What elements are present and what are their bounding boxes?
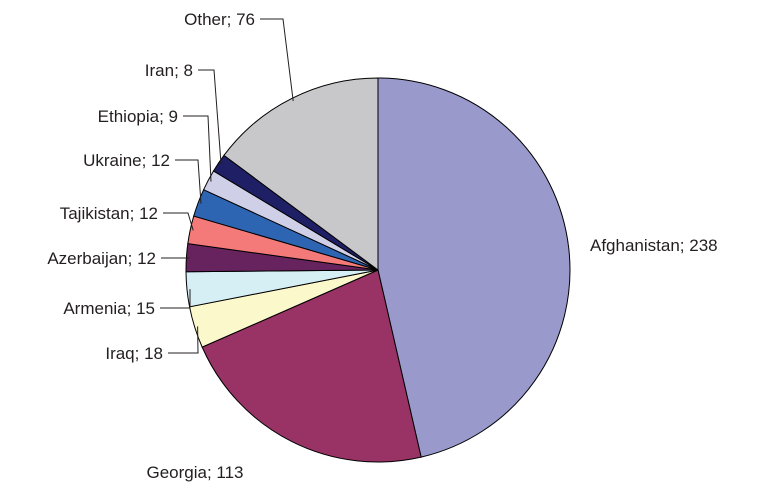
leader-lines [160,18,294,354]
label-georgia: Georgia; 113 [146,463,243,482]
leader-line-ukraine [175,159,202,204]
leader-line-iraq [168,326,199,354]
pie-slice-georgia [201,269,422,463]
leader-line-tajikistan [163,212,194,231]
label-iran: Iran; 8 [145,61,193,80]
pie-slices [185,77,571,463]
label-tajikistan: Tajikistan; 12 [60,204,158,223]
label-afghanistan: Afghanistan; 238 [590,236,718,255]
leader-line-ethiopia [183,115,212,182]
pie-slice-afghanistan [377,77,571,458]
label-armenia: Armenia; 15 [63,299,155,318]
label-ukraine: Ukraine; 12 [83,151,170,170]
label-ethiopia: Ethiopia; 9 [98,107,178,126]
label-other: Other; 76 [184,10,255,29]
leader-line-armenia [160,289,191,309]
leader-line-iran [198,69,222,165]
label-azerbaijan: Azerbaijan; 12 [47,249,156,268]
label-iraq: Iraq; 18 [105,344,163,363]
leader-line-other [260,18,294,102]
pie-slice-other [223,77,379,271]
